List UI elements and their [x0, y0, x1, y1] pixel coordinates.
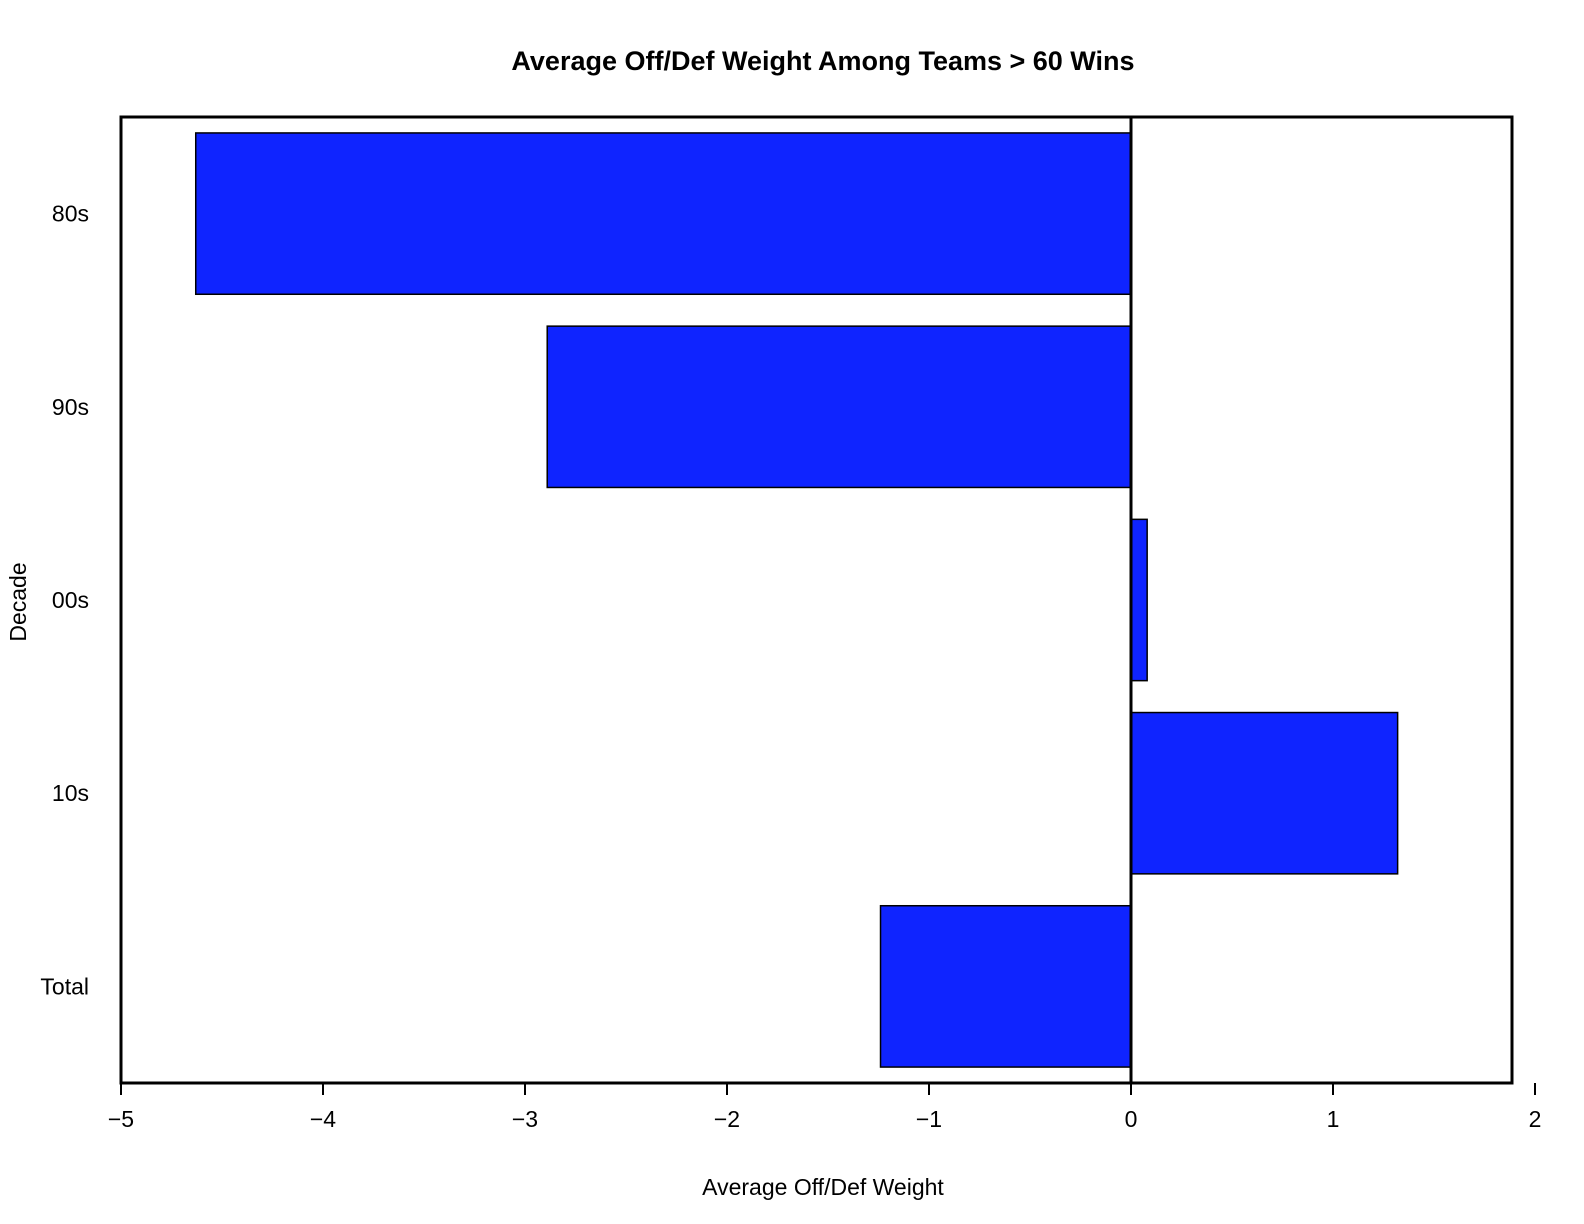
category-label-10s: 10s [52, 780, 89, 806]
x-tick-label: −3 [512, 1106, 538, 1132]
bar-80s [194, 132, 1132, 296]
x-tick-label: −4 [310, 1106, 336, 1132]
category-label-total: Total [40, 973, 89, 999]
x-tick-label: 1 [1327, 1106, 1340, 1132]
x-tick-label: 2 [1529, 1106, 1542, 1132]
bar-total [879, 904, 1132, 1068]
category-labels: 80s 90s 00s 10s Total [40, 201, 89, 1000]
chart-title: Average Off/Def Weight Among Teams > 60 … [511, 46, 1134, 76]
x-tick-label: −2 [714, 1106, 740, 1132]
x-tick-label: 0 [1125, 1106, 1138, 1132]
y-axis-label: Decade [5, 562, 31, 641]
x-axis-ticks: −5 −4 −3 −2 −1 0 1 2 [108, 1083, 1542, 1132]
category-label-00s: 00s [52, 587, 89, 613]
bars-layer [194, 132, 1399, 1068]
category-label-80s: 80s [52, 201, 89, 227]
bar-00s [1130, 518, 1148, 682]
plot-frame [119, 115, 1514, 1085]
category-label-90s: 90s [52, 394, 89, 420]
bar-10s [1130, 711, 1399, 875]
x-tick-label: −5 [108, 1106, 134, 1132]
bar-90s [546, 325, 1132, 489]
x-tick-label: −1 [916, 1106, 942, 1132]
x-axis-label: Average Off/Def Weight [702, 1174, 944, 1200]
